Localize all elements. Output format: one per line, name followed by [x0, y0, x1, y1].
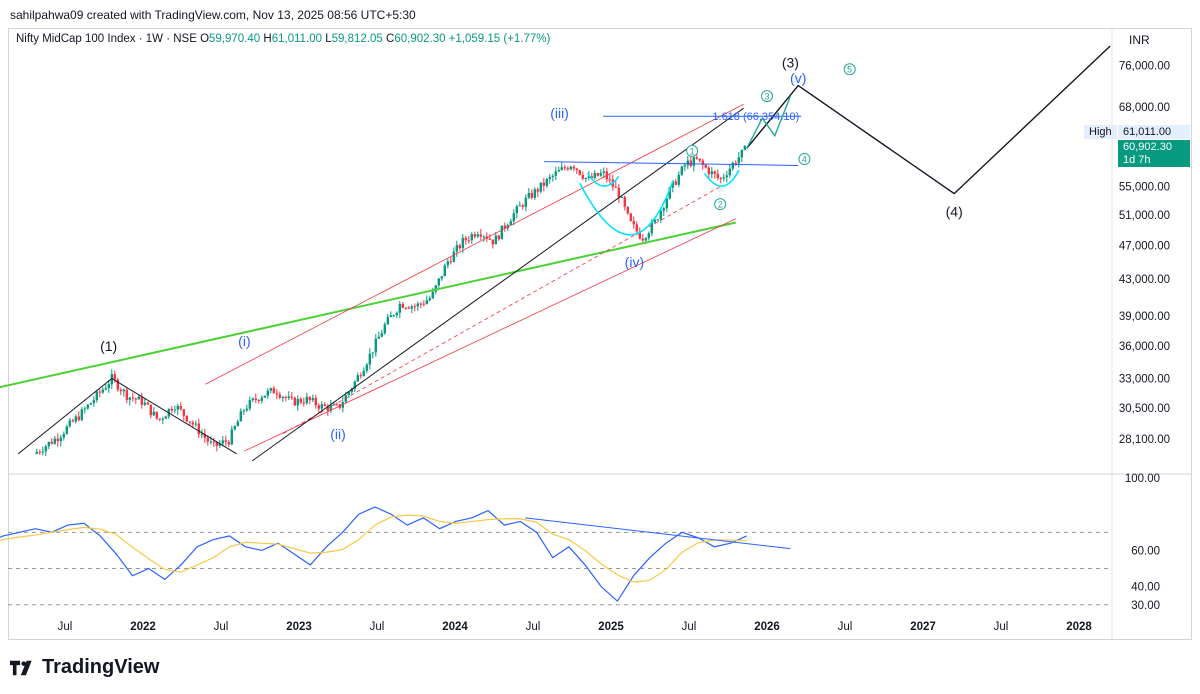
close-label: C — [386, 33, 395, 45]
countdown-tag: 1d 7h — [1118, 153, 1190, 167]
high-label: H — [263, 33, 272, 45]
open-value: 59,970.40 — [209, 33, 261, 45]
attribution-text: sahilpahwa09 created with TradingView.co… — [10, 8, 416, 22]
tradingview-logo-icon — [10, 660, 32, 675]
change-value: +1,059.15 (+1.77%) — [448, 33, 551, 45]
high-value: 61,011.00 — [271, 33, 323, 45]
open-label: O — [200, 33, 210, 45]
symbol-name: Nifty MidCap 100 Index · 1W · NSE — [16, 33, 197, 45]
close-value: 60,902.30 — [394, 33, 446, 45]
low-value: 59,812.05 — [331, 33, 383, 45]
symbol-legend: Nifty MidCap 100 Index · 1W · NSE O59,97… — [16, 33, 550, 45]
chart-frame[interactable] — [8, 28, 1192, 640]
high-tag-label: High — [1084, 125, 1117, 139]
currency-label: INR — [1129, 33, 1150, 47]
low-label: L — [325, 33, 332, 45]
high-tag-value: 61,011.00 — [1118, 125, 1190, 139]
brand-name: TradingView — [42, 656, 160, 678]
last-price-tag: 60,902.30 — [1118, 140, 1190, 154]
footer-brand: TradingView — [10, 656, 159, 679]
